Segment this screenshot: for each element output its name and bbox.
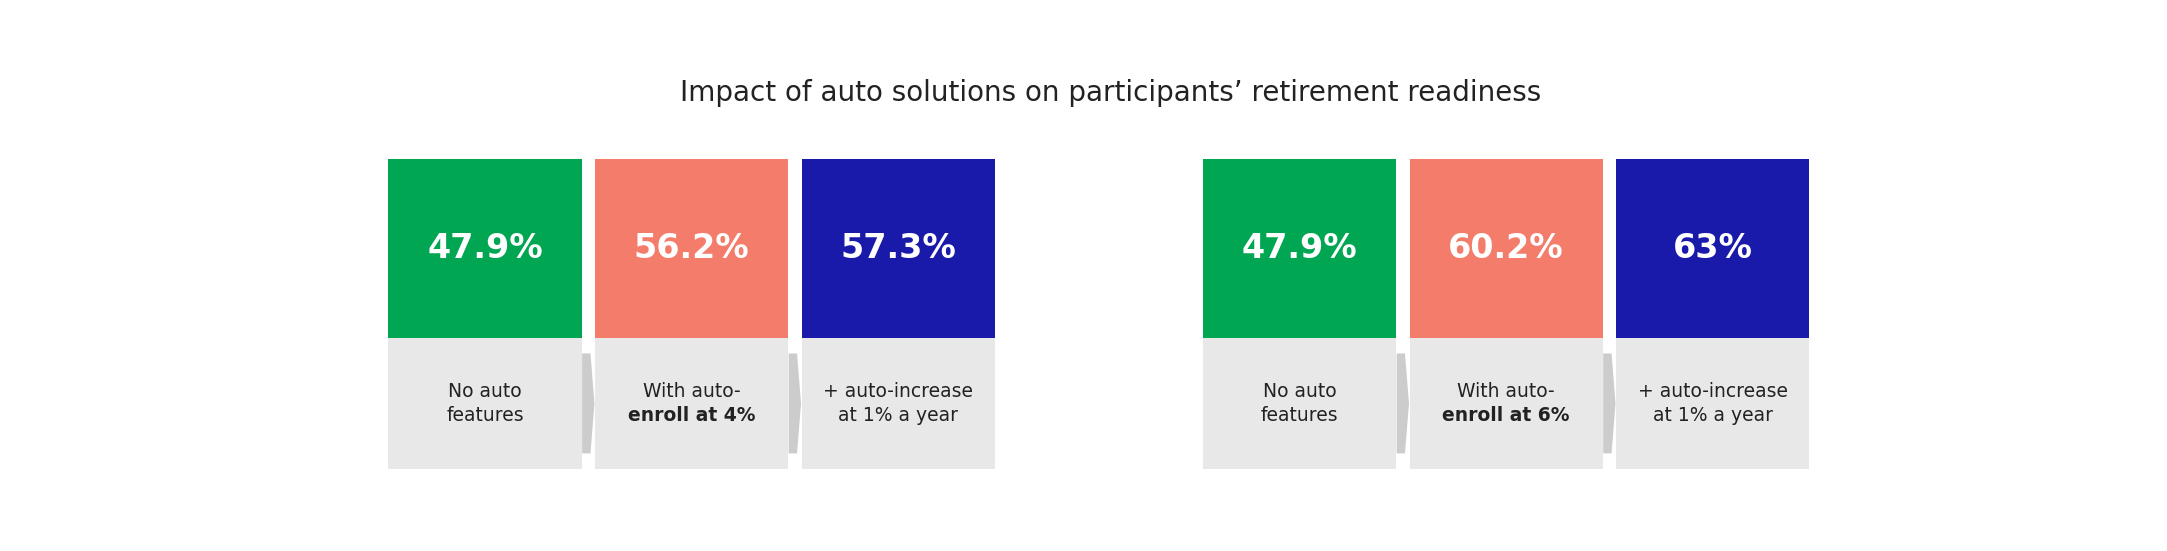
Bar — [1203, 159, 1396, 338]
Bar — [1409, 159, 1604, 338]
Text: at 1% a year: at 1% a year — [839, 406, 958, 425]
Text: + auto-increase: + auto-increase — [1638, 382, 1788, 401]
Text: With auto-: With auto- — [1456, 382, 1556, 401]
Text: Impact of auto solutions on participants’ retirement readiness: Impact of auto solutions on participants… — [680, 79, 1541, 107]
Text: 47.9%: 47.9% — [427, 232, 542, 265]
Text: No auto: No auto — [1263, 382, 1337, 401]
Polygon shape — [583, 353, 594, 453]
Polygon shape — [1604, 353, 1617, 453]
Bar — [802, 159, 995, 338]
Text: 60.2%: 60.2% — [1448, 232, 1565, 265]
Text: features: features — [1261, 406, 1339, 425]
Text: + auto-increase: + auto-increase — [823, 382, 973, 401]
Bar — [802, 338, 995, 469]
Bar — [1617, 159, 1809, 338]
Polygon shape — [1396, 353, 1409, 453]
Text: With auto-: With auto- — [644, 382, 741, 401]
Bar — [596, 159, 789, 338]
Polygon shape — [789, 353, 802, 453]
Bar — [1409, 338, 1604, 469]
Text: 63%: 63% — [1673, 232, 1753, 265]
Text: at 1% a year: at 1% a year — [1653, 406, 1773, 425]
Bar — [388, 338, 581, 469]
Text: enroll at 4%: enroll at 4% — [628, 406, 756, 425]
Text: 57.3%: 57.3% — [841, 232, 956, 265]
Text: 56.2%: 56.2% — [633, 232, 750, 265]
Bar — [596, 338, 789, 469]
Text: No auto: No auto — [449, 382, 522, 401]
Text: features: features — [446, 406, 524, 425]
Bar — [1617, 338, 1809, 469]
Bar — [1203, 338, 1396, 469]
Bar — [388, 159, 581, 338]
Text: enroll at 6%: enroll at 6% — [1443, 406, 1569, 425]
Text: 47.9%: 47.9% — [1242, 232, 1357, 265]
